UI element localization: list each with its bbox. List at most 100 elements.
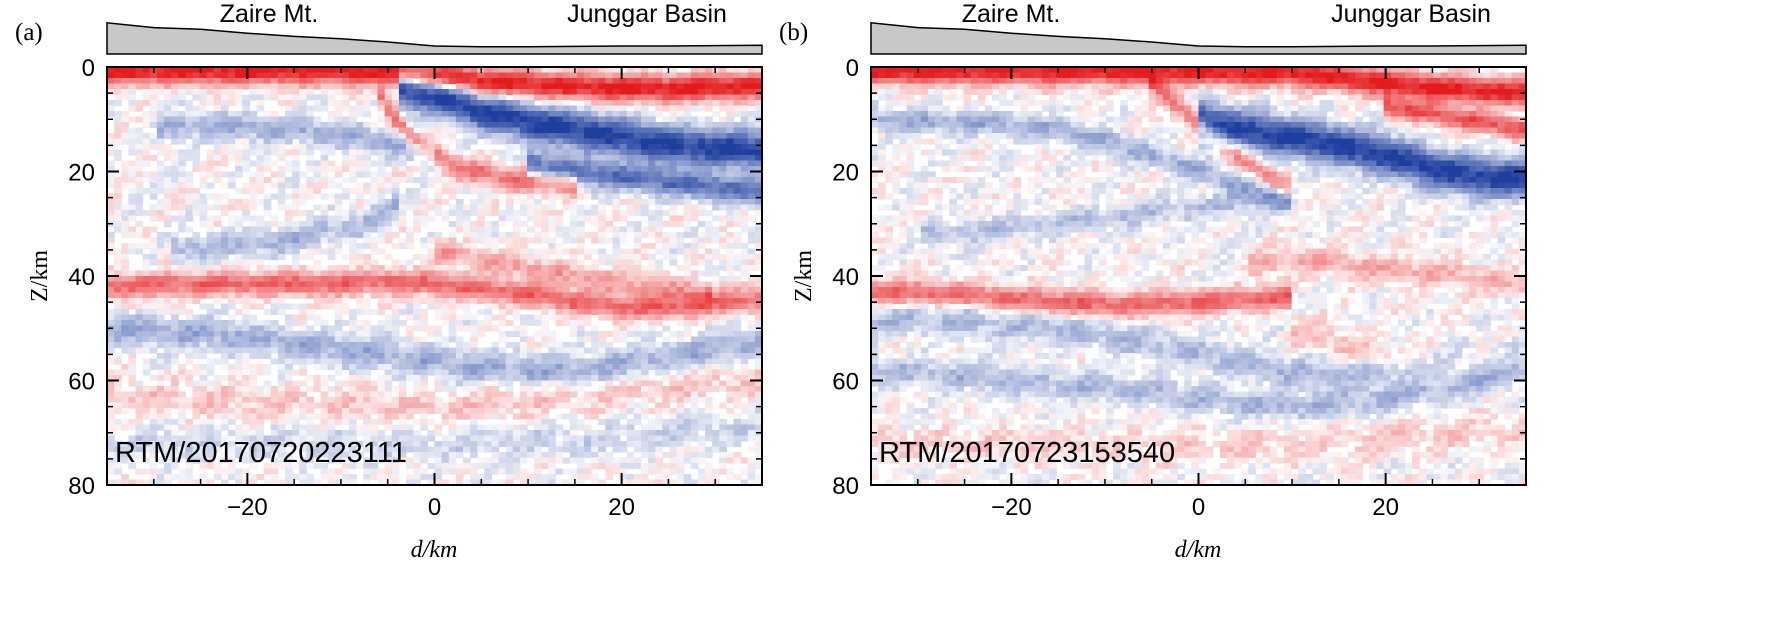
heatmap-cell bbox=[242, 391, 250, 398]
heatmap-cell bbox=[584, 122, 592, 129]
heatmap-cell bbox=[199, 204, 208, 211]
heatmap-cell bbox=[697, 160, 706, 167]
heatmap-cell bbox=[505, 215, 514, 222]
heatmap-cell bbox=[562, 138, 571, 145]
heatmap-cell bbox=[612, 204, 621, 211]
heatmap-cell bbox=[121, 177, 129, 184]
heatmap-cell bbox=[199, 83, 208, 90]
heatmap-cell bbox=[555, 72, 564, 79]
heatmap-cell bbox=[633, 160, 642, 167]
heatmap-cell bbox=[484, 171, 493, 178]
heatmap-cell bbox=[484, 105, 493, 112]
heatmap-cell bbox=[434, 265, 443, 272]
heatmap-cell bbox=[498, 138, 507, 145]
heatmap-cell bbox=[121, 89, 129, 96]
heatmap-cell bbox=[448, 248, 457, 255]
heatmap-cell bbox=[455, 116, 464, 123]
heatmap-cell bbox=[121, 127, 129, 134]
heatmap-cell bbox=[619, 320, 628, 327]
heatmap-cell bbox=[448, 320, 457, 327]
heatmap-cell bbox=[391, 232, 400, 239]
heatmap-cell bbox=[121, 265, 129, 272]
heatmap-cell bbox=[719, 182, 727, 189]
heatmap-cell bbox=[320, 204, 329, 211]
heatmap-cell bbox=[391, 298, 400, 305]
heatmap-cell bbox=[683, 122, 692, 129]
heatmap-cell bbox=[512, 67, 521, 74]
heatmap-cell bbox=[562, 72, 571, 79]
heatmap-cell bbox=[562, 78, 571, 85]
heatmap-cell bbox=[462, 248, 471, 255]
heatmap-cell bbox=[555, 221, 564, 228]
heatmap-cell bbox=[455, 375, 464, 382]
heatmap-cell bbox=[633, 127, 642, 134]
heatmap-cell bbox=[462, 353, 471, 360]
heatmap-cell bbox=[135, 276, 144, 283]
heatmap-cell bbox=[263, 193, 272, 200]
heatmap-cell bbox=[277, 232, 286, 239]
heatmap-cell bbox=[548, 309, 557, 316]
heatmap-cell bbox=[712, 254, 720, 261]
heatmap-cell bbox=[270, 89, 279, 96]
heatmap-cell bbox=[740, 127, 749, 134]
heatmap-cell bbox=[726, 188, 735, 195]
heatmap-cell bbox=[455, 281, 464, 288]
heatmap-cell bbox=[206, 397, 215, 404]
heatmap-cell bbox=[213, 375, 222, 382]
heatmap-cell bbox=[705, 94, 713, 101]
heatmap-cell bbox=[299, 226, 307, 233]
heatmap-cell bbox=[121, 160, 129, 167]
heatmap-cell bbox=[420, 243, 428, 250]
heatmap-cell bbox=[171, 193, 179, 200]
heatmap-cell bbox=[284, 182, 293, 189]
heatmap-cell bbox=[527, 182, 535, 189]
heatmap-cell bbox=[633, 182, 642, 189]
heatmap-cell bbox=[213, 276, 222, 283]
heatmap-cell bbox=[206, 358, 215, 365]
heatmap-cell bbox=[619, 380, 628, 387]
heatmap-cell bbox=[313, 364, 322, 371]
heatmap-cell bbox=[712, 314, 720, 321]
heatmap-cell bbox=[413, 347, 421, 354]
heatmap-cell bbox=[199, 281, 208, 288]
heatmap-cell bbox=[584, 116, 592, 123]
heatmap-cell bbox=[135, 336, 144, 343]
heatmap-cell bbox=[292, 320, 300, 327]
heatmap-cell bbox=[284, 287, 293, 294]
heatmap-cell bbox=[228, 270, 236, 277]
heatmap-cell bbox=[213, 386, 222, 393]
heatmap-cell bbox=[406, 171, 414, 178]
heatmap-cell bbox=[448, 386, 457, 393]
heatmap-cell bbox=[676, 188, 685, 195]
heatmap-cell bbox=[284, 408, 293, 415]
heatmap-cell bbox=[640, 309, 649, 316]
heatmap-cell bbox=[669, 122, 678, 129]
heatmap-cell bbox=[576, 347, 585, 354]
heatmap-cell bbox=[327, 182, 336, 189]
heatmap-cell bbox=[242, 402, 250, 409]
heatmap-cell bbox=[683, 127, 692, 134]
heatmap-cell bbox=[292, 248, 300, 255]
heatmap-cell bbox=[306, 215, 315, 222]
heatmap-cell bbox=[662, 94, 671, 101]
heatmap-cell bbox=[213, 358, 222, 365]
heatmap-cell bbox=[455, 353, 464, 360]
heatmap-cell bbox=[135, 166, 144, 173]
heatmap-cell bbox=[142, 309, 151, 316]
heatmap-cell bbox=[605, 127, 614, 134]
heatmap-cell bbox=[434, 138, 443, 145]
heatmap-cell bbox=[356, 281, 364, 288]
heatmap-cell bbox=[135, 67, 144, 74]
heatmap-cell bbox=[576, 226, 585, 233]
heatmap-cell bbox=[434, 116, 443, 123]
heatmap-cell bbox=[199, 94, 208, 101]
heatmap-cell bbox=[584, 72, 592, 79]
heatmap-cell bbox=[712, 83, 720, 90]
heatmap-cell bbox=[569, 78, 578, 85]
heatmap-cell bbox=[455, 243, 464, 250]
heatmap-cell bbox=[128, 314, 137, 321]
heatmap-cell bbox=[562, 309, 571, 316]
heatmap-cell bbox=[163, 204, 172, 211]
heatmap-cell bbox=[612, 199, 621, 206]
heatmap-cell bbox=[605, 380, 614, 387]
